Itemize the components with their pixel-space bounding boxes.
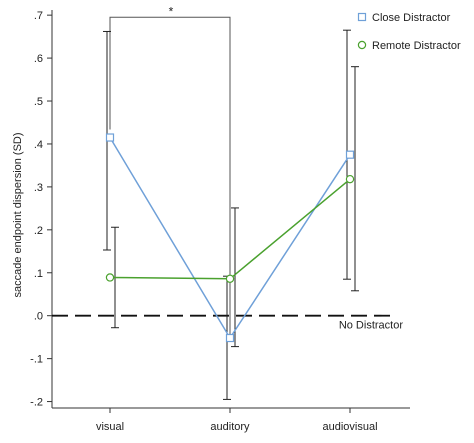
- legend-label: Close Distractor: [372, 12, 451, 24]
- y-tick-label: .0: [34, 311, 43, 323]
- y-ticks: .7 .6 .5 .4 .3 .2 .1 .0 -.1 -.2: [30, 10, 52, 409]
- data-point-circle: [105, 273, 115, 282]
- error-bars: [103, 29, 359, 400]
- y-tick-label: .7: [34, 10, 43, 22]
- y-tick-label: .5: [34, 96, 43, 108]
- x-category-label: visual: [96, 421, 124, 433]
- legend-marker-square: [357, 12, 367, 22]
- y-tick-label: .6: [34, 53, 43, 65]
- x-category-label: audiovisual: [322, 421, 377, 433]
- reference-line-label: No Distractor: [339, 320, 404, 332]
- data-point-circle: [225, 274, 235, 283]
- legend: Close Distractor Remote Distractor: [357, 12, 461, 52]
- y-tick-label: .1: [34, 268, 43, 280]
- y-tick-label: -.1: [30, 354, 43, 366]
- series-markers: [105, 133, 355, 343]
- y-axis-label: saccade endpoint dispersion (SD): [12, 132, 24, 297]
- data-point-square: [105, 133, 115, 142]
- data-point-square: [225, 333, 235, 343]
- y-tick-label: .4: [34, 139, 43, 151]
- data-point-square: [345, 150, 355, 159]
- y-tick-label: .2: [34, 225, 43, 237]
- significance-bracket: [109, 16, 231, 339]
- reference-line-group: No Distractor: [52, 314, 404, 332]
- x-category-labels: visual auditory audiovisual: [96, 408, 378, 433]
- significance-star: *: [169, 4, 174, 18]
- legend-marker-circle: [357, 40, 367, 50]
- y-tick-label: -.2: [30, 397, 43, 409]
- y-tick-label: .3: [34, 182, 43, 194]
- axes: [51, 10, 410, 409]
- x-category-label: auditory: [210, 421, 250, 433]
- significance-bracket-group: *: [109, 4, 231, 339]
- data-point-circle: [345, 174, 355, 184]
- legend-label: Remote Distractor: [372, 40, 461, 52]
